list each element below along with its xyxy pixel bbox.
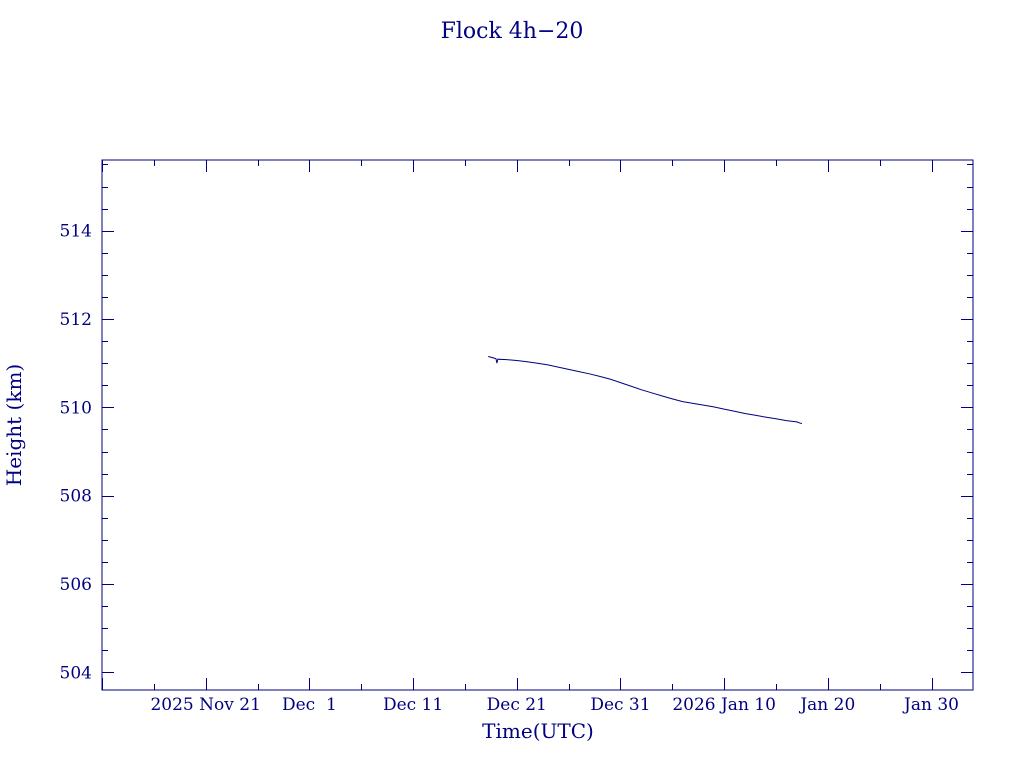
- y-tick-label: 508: [60, 487, 92, 507]
- chart-title: Flock 4h−20: [441, 19, 584, 44]
- x-tick-label: 2025 Nov 21: [150, 695, 260, 715]
- x-axis-label: Time(UTC): [482, 719, 594, 743]
- y-tick-labels: 504 506 508 510 512 514: [60, 222, 92, 684]
- x-tick-label: Dec 11: [383, 695, 443, 715]
- x-tick-labels: 2025 Nov 21 Dec 1 Dec 11 Dec 21 Dec 31 2026 J…: [150, 695, 959, 715]
- plot-frame: [101, 159, 974, 691]
- y-tick-label: 512: [60, 310, 92, 330]
- y-axis-label: Height (km): [2, 364, 26, 486]
- axis-ticks: [102, 160, 973, 690]
- x-tick-label: 2026 Jan 10: [672, 695, 776, 715]
- y-tick-label: 504: [60, 663, 92, 683]
- y-tick-label: 514: [60, 222, 92, 242]
- x-tick-label: Dec 31: [590, 695, 650, 715]
- x-tick-label: Jan 30: [902, 695, 959, 715]
- height-series-line: [488, 356, 803, 425]
- y-tick-label: 510: [60, 398, 92, 418]
- x-tick-label: Dec 1: [282, 695, 337, 715]
- x-tick-label: Dec 21: [487, 695, 547, 715]
- x-tick-label: Jan 20: [798, 695, 855, 715]
- y-tick-label: 506: [60, 575, 92, 595]
